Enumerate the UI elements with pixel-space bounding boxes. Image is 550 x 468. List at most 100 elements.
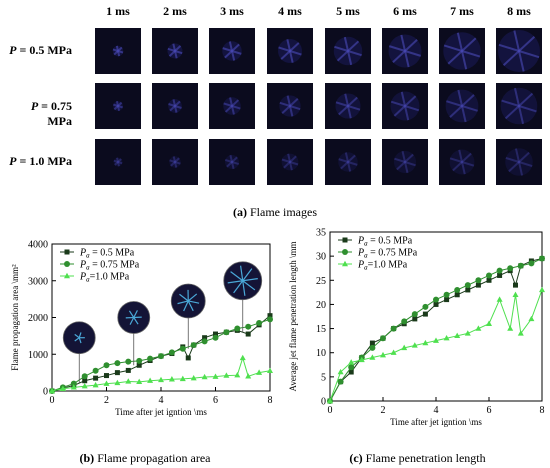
chart-b-inset-flame-arm <box>78 337 82 344</box>
flame-image <box>95 83 141 129</box>
chart-c-legend-marker <box>342 237 348 243</box>
chart-c-y-tick-label: 20 <box>316 300 326 311</box>
chart-b-legend-marker <box>64 261 70 267</box>
chart-c-data-point <box>517 262 524 269</box>
chart-c-data-point <box>390 349 397 355</box>
chart-b-data-point <box>239 354 246 361</box>
chart-b-data-point <box>81 383 88 389</box>
chart-c-y-tick-label: 30 <box>316 252 326 263</box>
chart-b-data-point <box>136 357 143 364</box>
caption-a-text: Flame images <box>247 205 317 219</box>
chart-c-data-point <box>412 316 418 322</box>
chart-b-data-point <box>158 353 164 360</box>
chart-c-y-tick-label: 15 <box>316 324 326 335</box>
column-header: 3 ms <box>220 4 244 18</box>
flame-image <box>95 139 141 185</box>
chart-b-inset-flame-arm <box>133 310 138 318</box>
chart-b-inset-flame-arm <box>242 268 253 282</box>
chart-b-data-point <box>201 373 208 380</box>
chart-c-data-point <box>454 286 461 293</box>
chart-b-data-point <box>168 376 175 382</box>
chart-b-data-point <box>267 316 273 323</box>
chart-b-data-point <box>256 320 263 327</box>
column-header: 1 ms <box>106 4 130 18</box>
chart-b-data-point <box>223 329 230 336</box>
chart-c-data-point <box>401 344 408 351</box>
chart-b-data-point <box>136 378 143 385</box>
caption-a: (a) Flame images <box>0 205 550 220</box>
chart-c-data-point <box>348 369 354 375</box>
chart-c-data-point <box>348 359 355 365</box>
chart-b-x-tick-label: 8 <box>268 395 273 406</box>
flame-image <box>267 28 313 74</box>
row-label: = 1.0 MPa <box>16 154 73 168</box>
chart-b-data-point <box>125 358 132 365</box>
chart-b-series-line <box>51 315 271 392</box>
flame-image <box>382 28 428 74</box>
chart-b-data-point <box>70 380 77 387</box>
flame-image <box>325 28 371 74</box>
chart-b-inset-flame-arm <box>129 317 135 325</box>
chart-c-x-tick-label: 2 <box>381 405 386 416</box>
chart-c-x-axis-label: Time after jet igntion \ms <box>390 417 482 427</box>
chart-c-data-point <box>443 291 450 298</box>
chart-c-legend-label: Pa = 0.5 MPa <box>357 236 413 248</box>
chart-c-data-point <box>528 260 535 267</box>
chart-b-data-point <box>158 376 164 383</box>
chart-c-data-point <box>369 344 376 351</box>
chart-c-data-point <box>454 332 461 339</box>
chart-b-data-point <box>168 349 175 356</box>
chart-b-y-tick-label: 4000 <box>28 240 48 251</box>
chart-c-data-point <box>475 282 481 288</box>
chart-b-data-point <box>234 371 241 378</box>
chart-b-data-point <box>103 362 110 369</box>
chart-b-inset-flame-arm <box>188 300 200 304</box>
chart-c-data-point <box>433 301 439 307</box>
chart-b-legend-marker <box>64 249 70 255</box>
chart-c-data-point <box>380 335 386 342</box>
chart-c-data-point <box>539 286 545 293</box>
flame-image <box>496 139 542 185</box>
chart-c-data-point <box>444 297 450 303</box>
chart-b-y-tick-label: 3000 <box>28 276 48 287</box>
pressure-symbol: P <box>30 99 39 113</box>
chart-b-inset-flame-arm <box>187 300 194 312</box>
flame-image <box>325 83 371 129</box>
chart-b-data-point <box>245 373 252 379</box>
chart-c-legend-label: Pa=1.0 MPa <box>357 260 408 272</box>
chart-c-data-point <box>486 272 492 279</box>
chart-b-inset-flame-arm <box>230 271 244 282</box>
chart-b-data-point <box>267 367 273 373</box>
chart-c-data-point <box>380 351 386 358</box>
caption-b: (b) Flame propagation area <box>0 451 290 466</box>
chart-c-data-point <box>411 342 418 348</box>
column-header: 4 ms <box>278 4 302 18</box>
chart-c-data-point <box>475 325 482 331</box>
chart-b-data-point <box>103 380 110 386</box>
chart-b-data-point <box>185 355 191 361</box>
chart-b-inset-flame-arm <box>242 278 258 282</box>
chart-b-inset-flame-arm <box>233 280 244 294</box>
flame-image <box>382 83 428 129</box>
flame-image-grid: 1 ms 2 ms 3 ms 4 ms 5 ms 6 ms 7 ms 8 ms … <box>0 0 550 200</box>
chart-b-data-point <box>234 325 241 332</box>
caption-c-text: Flame penetration length <box>362 451 486 465</box>
chart-c-data-point <box>358 356 365 363</box>
column-header: 2 ms <box>163 4 187 18</box>
chart-b-data-point <box>190 374 197 381</box>
chart-b-data-point <box>125 367 131 373</box>
chart-b-x-tick-label: 4 <box>159 395 164 406</box>
column-header: 8 ms <box>507 4 531 18</box>
chart-c-data-point <box>496 296 503 302</box>
chart-b-inset-flame-arm <box>133 317 139 325</box>
chart-c-data-point <box>517 330 524 336</box>
chart-b-x-tick-label: 0 <box>50 395 55 406</box>
chart-c-data-point <box>512 291 519 297</box>
chart-c-data-point <box>475 277 482 284</box>
chart-b-inset-flame-arm <box>179 293 189 302</box>
chart-b-y-tick-label: 0 <box>43 387 48 398</box>
chart-c-series-line <box>329 289 543 402</box>
chart-b-data-point <box>92 381 99 388</box>
chart-c-data-point <box>464 330 471 336</box>
chart-c-data-point <box>337 368 344 375</box>
